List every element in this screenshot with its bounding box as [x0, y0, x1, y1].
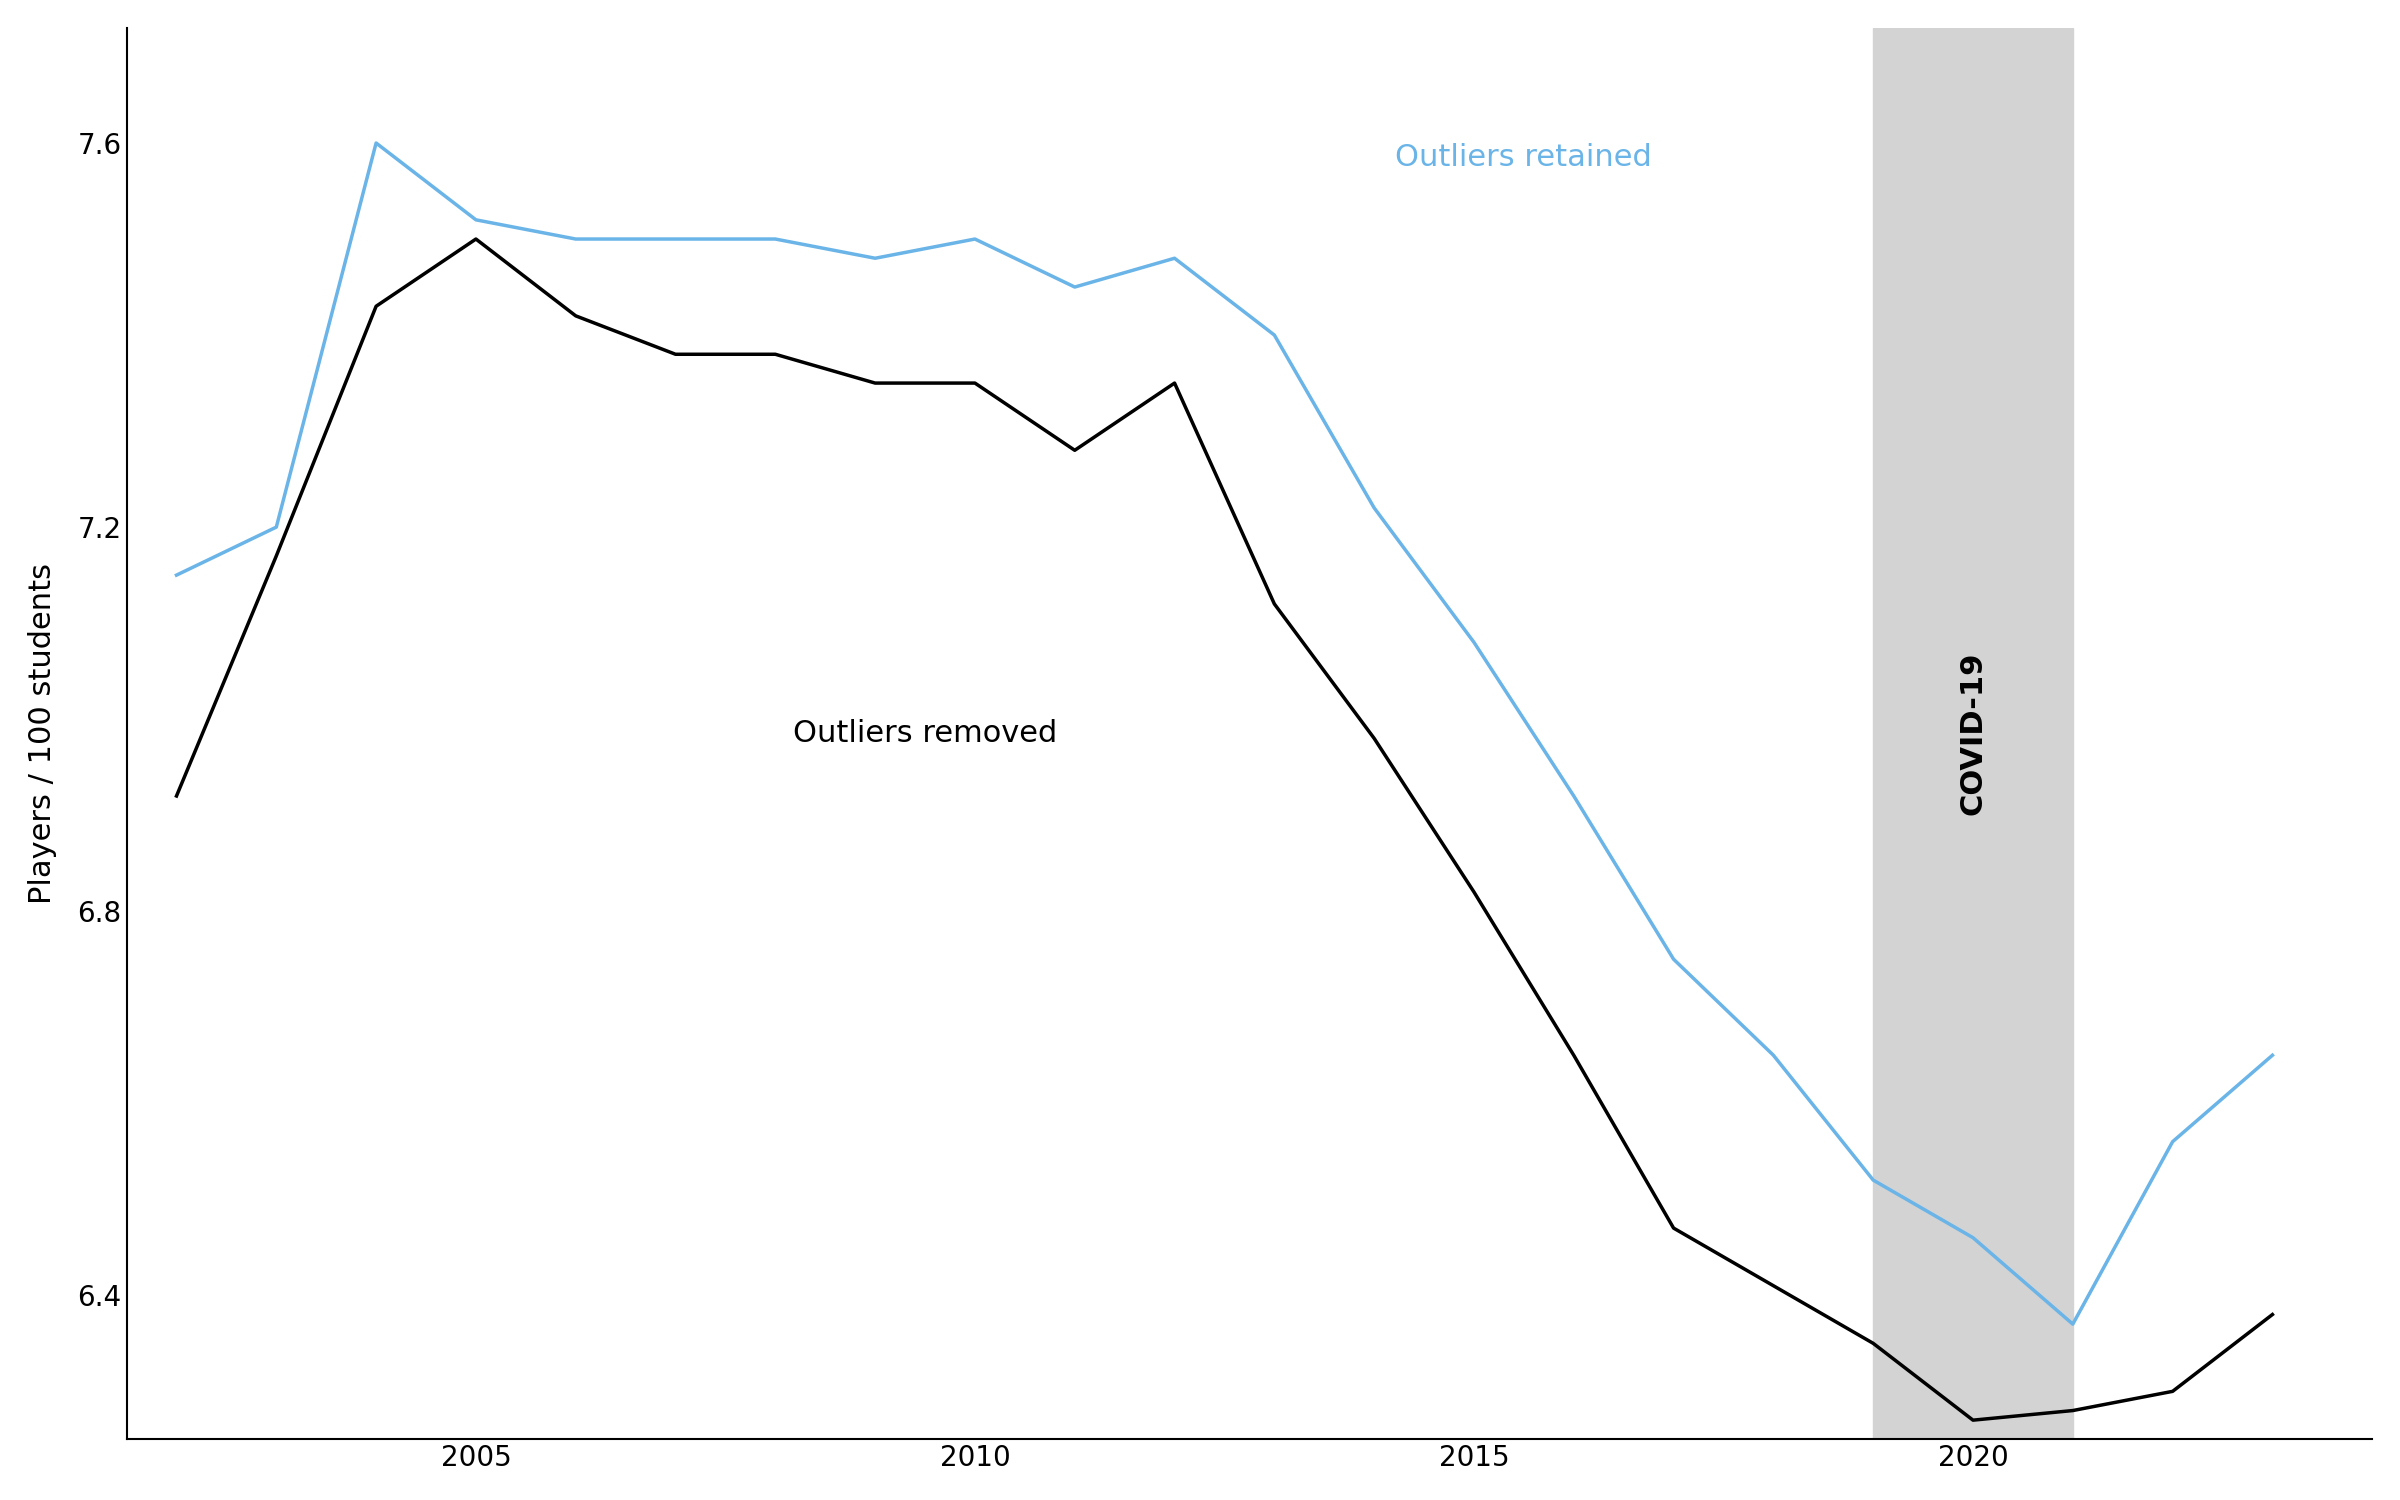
- Text: Outliers removed: Outliers removed: [792, 718, 1056, 748]
- Text: COVID-19: COVID-19: [1958, 652, 1987, 816]
- Y-axis label: Players / 100 students: Players / 100 students: [29, 562, 58, 904]
- Text: Outliers retained: Outliers retained: [1394, 142, 1651, 172]
- Bar: [1872, 28, 2074, 1440]
